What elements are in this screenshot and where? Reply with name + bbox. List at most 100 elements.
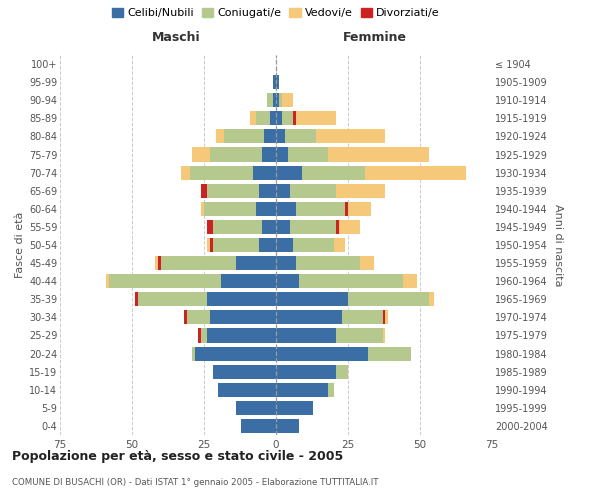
Bar	[259, 238, 276, 252]
Bar	[403, 274, 417, 288]
Bar	[276, 382, 328, 397]
Bar	[253, 166, 276, 179]
Bar	[207, 328, 276, 342]
Bar	[190, 166, 253, 179]
Y-axis label: Anni di nascita: Anni di nascita	[553, 204, 563, 286]
Bar	[207, 238, 210, 252]
Bar	[161, 256, 236, 270]
Bar	[198, 328, 201, 342]
Bar	[276, 184, 290, 198]
Bar	[276, 310, 342, 324]
Bar	[293, 238, 334, 252]
Bar	[221, 274, 276, 288]
Bar	[328, 382, 334, 397]
Bar	[155, 256, 158, 270]
Bar	[299, 274, 403, 288]
Bar	[287, 148, 328, 162]
Bar	[256, 202, 276, 216]
Bar	[340, 220, 359, 234]
Bar	[204, 202, 256, 216]
Bar	[181, 166, 190, 179]
Bar	[218, 382, 276, 397]
Bar	[270, 112, 276, 126]
Bar	[276, 148, 287, 162]
Bar	[365, 166, 466, 179]
Bar	[212, 238, 259, 252]
Bar	[337, 364, 348, 378]
Bar	[276, 364, 337, 378]
Text: Femmine: Femmine	[343, 30, 407, 44]
Bar	[342, 310, 383, 324]
Bar	[276, 112, 282, 126]
Bar	[316, 130, 385, 143]
Text: Popolazione per età, sesso e stato civile - 2005: Popolazione per età, sesso e stato civil…	[12, 450, 343, 463]
Bar	[201, 328, 207, 342]
Bar	[337, 328, 383, 342]
Bar	[276, 292, 348, 306]
Bar	[276, 419, 299, 433]
Bar	[210, 148, 262, 162]
Bar	[193, 148, 210, 162]
Bar	[276, 220, 290, 234]
Bar	[207, 220, 212, 234]
Bar	[273, 93, 276, 108]
Bar	[276, 401, 313, 415]
Bar	[212, 220, 262, 234]
Bar	[262, 148, 276, 162]
Bar	[276, 256, 296, 270]
Bar	[109, 274, 221, 288]
Bar	[193, 346, 196, 360]
Bar	[256, 112, 270, 126]
Text: COMUNE DI BUSACHI (OR) - Dati ISTAT 1° gennaio 2005 - Elaborazione TUTTITALIA.IT: COMUNE DI BUSACHI (OR) - Dati ISTAT 1° g…	[12, 478, 379, 487]
Bar	[207, 184, 259, 198]
Bar	[276, 238, 293, 252]
Bar	[196, 346, 276, 360]
Bar	[284, 130, 316, 143]
Bar	[290, 184, 337, 198]
Bar	[212, 364, 276, 378]
Bar	[276, 130, 284, 143]
Bar	[290, 220, 337, 234]
Bar	[138, 292, 207, 306]
Bar	[276, 346, 368, 360]
Bar	[296, 256, 359, 270]
Bar	[106, 274, 109, 288]
Bar	[383, 310, 385, 324]
Bar	[276, 274, 299, 288]
Bar	[359, 256, 374, 270]
Bar	[383, 328, 385, 342]
Bar	[236, 401, 276, 415]
Bar	[259, 184, 276, 198]
Bar	[348, 202, 371, 216]
Bar	[279, 93, 282, 108]
Bar	[207, 292, 276, 306]
Bar	[302, 166, 365, 179]
Bar	[276, 328, 337, 342]
Bar	[262, 220, 276, 234]
Bar	[276, 75, 279, 89]
Bar	[296, 112, 337, 126]
Bar	[385, 310, 388, 324]
Bar	[334, 238, 345, 252]
Bar	[276, 202, 296, 216]
Bar	[282, 112, 293, 126]
Bar	[328, 148, 428, 162]
Bar	[215, 130, 224, 143]
Bar	[337, 184, 385, 198]
Bar	[273, 75, 276, 89]
Y-axis label: Fasce di età: Fasce di età	[14, 212, 25, 278]
Legend: Celibi/Nubili, Coniugati/e, Vedovi/e, Divorziati/e: Celibi/Nubili, Coniugati/e, Vedovi/e, Di…	[108, 4, 444, 23]
Bar	[428, 292, 434, 306]
Bar	[224, 130, 265, 143]
Bar	[268, 93, 273, 108]
Bar	[135, 292, 138, 306]
Bar	[250, 112, 256, 126]
Bar	[265, 130, 276, 143]
Bar	[201, 184, 207, 198]
Text: Maschi: Maschi	[152, 30, 201, 44]
Bar	[201, 202, 204, 216]
Bar	[276, 93, 279, 108]
Bar	[210, 238, 212, 252]
Bar	[282, 93, 293, 108]
Bar	[348, 292, 428, 306]
